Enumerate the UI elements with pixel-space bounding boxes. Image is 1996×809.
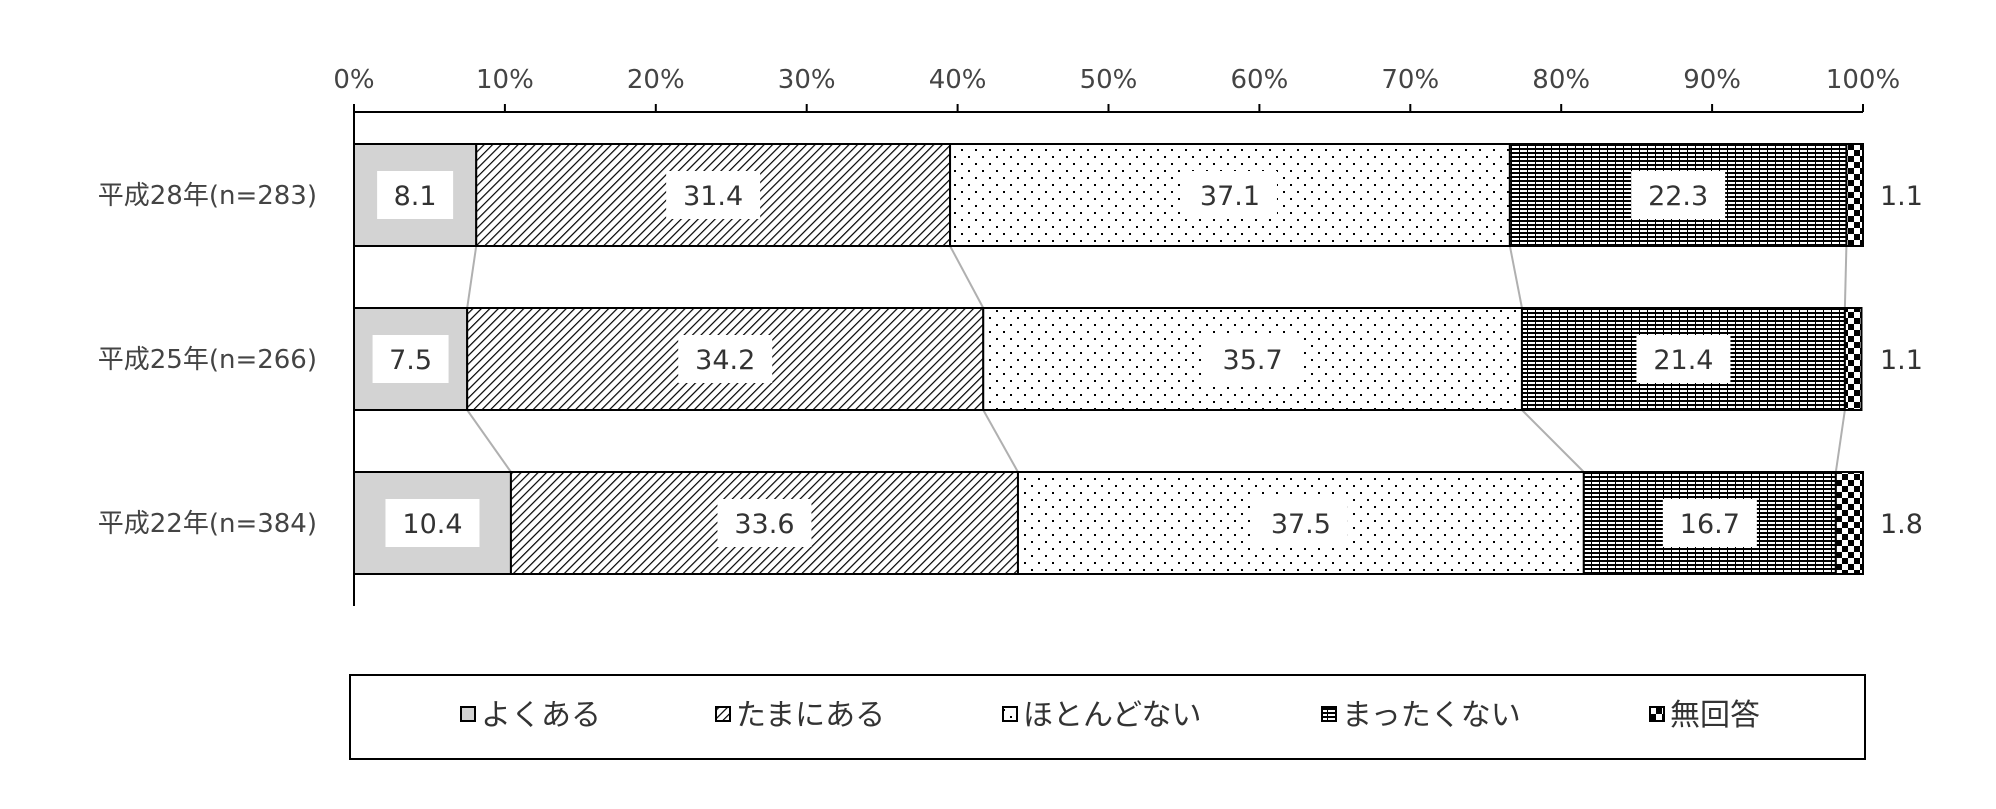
- legend-label: まったくない: [1342, 698, 1521, 733]
- legend-swatch: [1321, 706, 1337, 722]
- legend-label: ほとんどない: [1023, 698, 1202, 733]
- x-tick-label: 50%: [1080, 65, 1138, 95]
- category-label: 平成28年(n=283): [98, 181, 317, 211]
- x-tick-label: 100%: [1826, 65, 1900, 95]
- data-label: 1.8: [1880, 509, 1923, 540]
- legend-swatch: [1649, 706, 1665, 722]
- x-tick-label: 70%: [1381, 65, 1439, 95]
- data-label-box: [678, 335, 773, 383]
- data-label: 7.5: [389, 345, 432, 376]
- data-label-box: [1182, 171, 1277, 219]
- data-label: 21.4: [1653, 345, 1713, 376]
- series-line: [466, 245, 478, 309]
- data-label-box: [385, 499, 480, 547]
- plot-area: 平成28年(n=283) 8.1 31.4 37.1 22.3 1.1 平成25年(n=26…: [98, 143, 1923, 575]
- category-label: 平成22年(n=384): [98, 509, 317, 539]
- data-label-box: [1636, 335, 1731, 383]
- data-label: 37.5: [1271, 509, 1331, 540]
- series-lines: [466, 245, 1848, 473]
- x-tick-label: 0%: [333, 65, 374, 95]
- legend: よくある たまにある ほとんどない まったくない 無回答: [349, 674, 1866, 760]
- x-tick-label: 40%: [929, 65, 987, 95]
- data-label-box: [1662, 499, 1757, 547]
- data-label: 34.2: [695, 345, 755, 376]
- data-label: 8.1: [394, 181, 437, 212]
- bar-segment: [1845, 143, 1864, 247]
- legend-swatch: [715, 706, 731, 722]
- legend-label: 無回答: [1670, 698, 1760, 733]
- data-label-box: [666, 171, 761, 219]
- series-line: [949, 245, 985, 309]
- legend-label: たまにある: [736, 698, 885, 733]
- legend-swatch: [460, 706, 476, 722]
- x-tick-label: 60%: [1231, 65, 1289, 95]
- x-tick-label: 30%: [778, 65, 836, 95]
- series-line: [982, 409, 1019, 473]
- data-label: 37.1: [1200, 181, 1260, 212]
- data-label-box: [1253, 499, 1348, 547]
- series-line: [1521, 409, 1585, 473]
- series-line: [466, 409, 512, 473]
- x-tick-label: 90%: [1683, 65, 1741, 95]
- data-label-box: [717, 499, 812, 547]
- data-label-box: [1205, 335, 1300, 383]
- data-label: 16.7: [1680, 509, 1740, 540]
- data-label: 1.1: [1880, 345, 1923, 376]
- data-label-box: [1631, 171, 1726, 219]
- data-label-box: [372, 335, 449, 383]
- data-label: 33.6: [734, 509, 794, 540]
- data-label: 22.3: [1648, 181, 1708, 212]
- x-tick-label: 10%: [476, 65, 534, 95]
- series-line: [1834, 409, 1846, 473]
- x-tick-label: 20%: [627, 65, 685, 95]
- data-label-box: [377, 171, 454, 219]
- legend-swatch: [1002, 706, 1018, 722]
- x-axis: 0% 10% 20% 30% 40% 50% 60% 70% 80% 90% 100%: [333, 65, 1900, 606]
- data-label: 35.7: [1223, 345, 1283, 376]
- legend-label: よくある: [481, 698, 601, 733]
- category-label: 平成25年(n=266): [98, 345, 317, 375]
- data-label: 31.4: [683, 181, 743, 212]
- bar-segment: [1843, 307, 1863, 411]
- series-line: [1843, 245, 1848, 309]
- data-label: 1.1: [1880, 181, 1923, 212]
- bar-segment: [1834, 471, 1865, 575]
- legend-frame: [349, 674, 1866, 760]
- x-tick-label: 80%: [1532, 65, 1590, 95]
- series-line: [1508, 245, 1523, 309]
- data-label: 10.4: [402, 509, 462, 540]
